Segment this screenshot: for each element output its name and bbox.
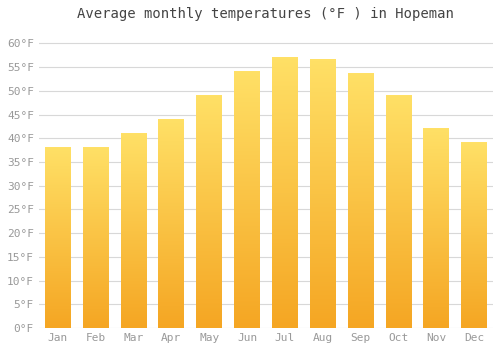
Title: Average monthly temperatures (°F ) in Hopeman: Average monthly temperatures (°F ) in Ho…: [78, 7, 454, 21]
